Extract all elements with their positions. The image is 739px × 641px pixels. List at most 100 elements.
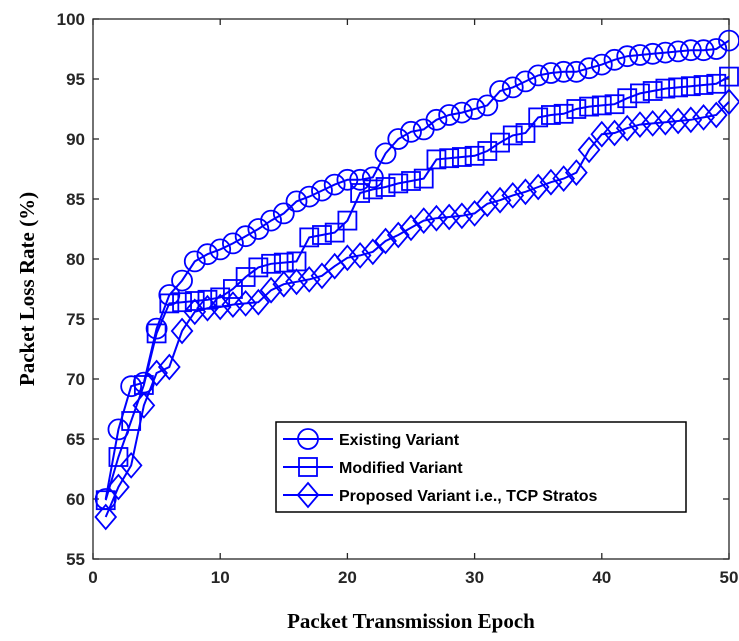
data-point: [375, 177, 396, 197]
y-tick-label: 60: [66, 490, 85, 509]
data-point: [171, 269, 193, 292]
data-point: [630, 83, 650, 104]
data-point: [374, 142, 397, 165]
data-point: [361, 238, 385, 266]
data-point: [539, 168, 563, 196]
data-point: [234, 290, 258, 317]
data-point: [413, 168, 434, 189]
data-point: [666, 107, 690, 135]
data-point: [564, 159, 588, 186]
data-point: [298, 185, 321, 208]
axis-ticks: 0 10 20 30 40 50 55 60 65 70 75 80 85 90 95 100: [57, 10, 739, 587]
data-point: [157, 353, 181, 381]
data-point: [692, 39, 715, 62]
legend-marker-square: [298, 457, 318, 477]
x-tick-label: 40: [592, 568, 611, 587]
data-point: [132, 392, 156, 419]
data-point: [324, 222, 345, 243]
data-point: [299, 227, 320, 248]
data-point: [170, 317, 194, 345]
data-point: [603, 119, 626, 147]
data-point: [312, 225, 332, 245]
data-point: [668, 77, 689, 98]
data-point: [693, 75, 714, 95]
y-tick-label: 55: [66, 550, 85, 569]
data-point: [719, 66, 739, 87]
data-point: [450, 101, 473, 124]
data-point: [285, 268, 308, 296]
series-circle: [94, 29, 739, 510]
data-point: [311, 179, 333, 202]
data-point: [590, 120, 614, 148]
data-point: [578, 57, 600, 80]
data-point: [323, 173, 346, 196]
data-point: [234, 225, 257, 248]
series-line: [104, 39, 730, 500]
data-point: [489, 80, 511, 102]
data-point: [641, 110, 665, 137]
data-point: [145, 359, 168, 387]
y-tick-label: 100: [57, 10, 85, 29]
data-point: [183, 250, 206, 273]
data-point: [552, 165, 576, 192]
data-point: [261, 253, 281, 274]
data-point: [337, 210, 358, 231]
data-point: [527, 64, 550, 87]
data-point: [706, 73, 727, 94]
data-point: [475, 190, 499, 218]
data-point: [374, 227, 397, 255]
data-point: [502, 125, 523, 146]
data-point: [501, 182, 525, 209]
data-point: [145, 317, 168, 340]
data-point: [616, 45, 639, 68]
data-point: [209, 238, 232, 261]
data-point: [679, 39, 702, 62]
data-point: [464, 145, 485, 166]
data-point: [628, 111, 652, 138]
data-point: [655, 78, 676, 99]
legend-label: Existing Variant: [339, 432, 460, 449]
data-point: [590, 53, 613, 76]
data-point: [641, 42, 664, 65]
data-point: [515, 123, 536, 143]
legend-label: Modified Variant: [339, 460, 463, 477]
data-point: [717, 88, 739, 116]
data-point: [642, 81, 663, 101]
data-point: [146, 323, 167, 344]
series-diamond: [94, 88, 739, 531]
data-point: [463, 98, 486, 120]
data-point: [425, 204, 448, 232]
data-point: [386, 221, 410, 249]
data-point: [704, 101, 728, 129]
data-point: [400, 120, 422, 143]
data-point: [617, 88, 638, 109]
data-point: [223, 279, 243, 299]
data-point: [451, 147, 472, 167]
data-point: [654, 108, 677, 136]
data-point: [490, 132, 510, 153]
y-tick-label: 65: [66, 430, 85, 449]
data-point: [401, 171, 421, 191]
data-point: [526, 173, 550, 201]
data-point: [615, 114, 639, 142]
x-tick-label: 50: [720, 568, 739, 587]
data-point: [579, 96, 599, 117]
data-point: [450, 202, 474, 230]
data-point: [603, 48, 626, 71]
data-point: [412, 207, 436, 234]
legend-label: Proposed Variant i.e., TCP Stratos: [339, 488, 598, 505]
y-tick-label: 85: [66, 190, 85, 209]
data-point: [552, 60, 575, 83]
data-point: [172, 292, 192, 313]
data-point: [667, 40, 690, 63]
data-point: [107, 473, 130, 501]
data-point: [388, 173, 409, 194]
data-point: [196, 243, 219, 266]
data-point: [247, 218, 270, 240]
y-tick-label: 90: [66, 130, 85, 149]
data-point: [94, 503, 118, 531]
data-point: [336, 244, 359, 272]
data-point: [692, 104, 715, 131]
data-point: [437, 203, 461, 231]
data-point: [350, 183, 371, 203]
